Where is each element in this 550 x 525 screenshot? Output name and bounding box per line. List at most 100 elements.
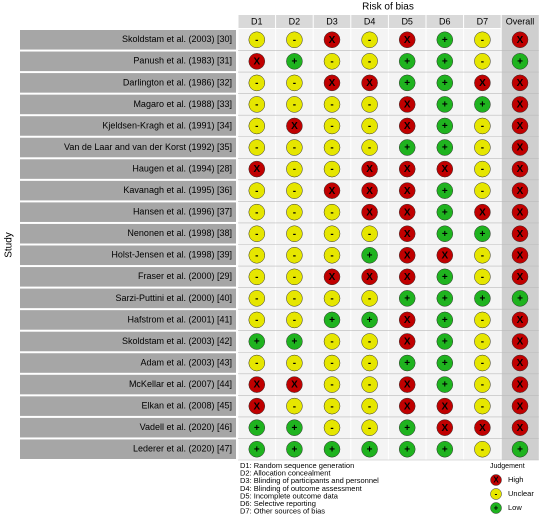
- judgement-circle: [398, 203, 416, 221]
- judgement-symbol: -: [293, 78, 296, 89]
- judgement-symbol: X: [329, 186, 336, 197]
- judgement-symbol: +: [404, 358, 410, 369]
- judgement-symbol: +: [404, 423, 410, 434]
- judgement-symbol: X: [441, 423, 448, 434]
- judgement-circle: [398, 139, 416, 156]
- judgement-circle: [511, 419, 529, 436]
- header-background: [238, 15, 502, 28]
- judgement-circle: [323, 31, 341, 49]
- judgement-symbol: -: [255, 186, 258, 197]
- judgement-circle: [248, 31, 266, 49]
- judgement-symbol: +: [479, 100, 485, 111]
- judgement-symbol: -: [368, 337, 371, 348]
- legend-symbol: X: [493, 476, 499, 485]
- judgement-circle: [436, 333, 454, 350]
- judgement-symbol: +: [442, 315, 448, 326]
- judgement-circle: [398, 354, 416, 372]
- judgement-symbol: X: [517, 272, 524, 283]
- judgement-symbol: +: [442, 56, 448, 67]
- judgement-circle: [286, 225, 303, 242]
- judgement-symbol: X: [329, 35, 336, 46]
- judgement-symbol: +: [442, 358, 448, 369]
- judgement-circle: [436, 397, 454, 415]
- judgement-symbol: +: [517, 56, 523, 67]
- judgement-symbol: +: [254, 444, 260, 455]
- judgement-symbol: -: [481, 35, 484, 46]
- judgement-circle: [474, 96, 491, 113]
- judgement-symbol: +: [367, 315, 373, 326]
- judgement-circle: [286, 117, 303, 135]
- judgement-circle: [436, 268, 454, 286]
- judgement-circle: [323, 247, 341, 264]
- judgement-circle: [474, 354, 491, 372]
- judgement-circle: [511, 160, 529, 178]
- judgement-circle: [474, 139, 491, 156]
- judgement-symbol: -: [481, 56, 484, 67]
- study-label: Fraser et al. (2000) [29]: [138, 271, 232, 281]
- study-label-box: [20, 353, 236, 373]
- judgement-symbol: X: [517, 380, 524, 391]
- judgement-symbol: X: [366, 78, 373, 89]
- column-header: D2: [289, 16, 301, 26]
- judgement-circle: [248, 268, 266, 286]
- judgement-symbol: -: [368, 35, 371, 46]
- judgement-symbol: X: [479, 423, 486, 434]
- judgement-symbol: X: [517, 78, 524, 89]
- judgement-circle: [286, 182, 303, 199]
- judgement-circle: [361, 74, 378, 92]
- judgement-symbol: X: [479, 78, 486, 89]
- judgement-circle: [436, 290, 454, 307]
- judgement-circle: [248, 440, 266, 458]
- judgement-symbol: X: [291, 380, 298, 391]
- judgement-circle: [398, 160, 416, 178]
- judgement-circle: [361, 160, 378, 178]
- judgement-symbol: -: [330, 207, 333, 218]
- judgement-circle: [361, 419, 378, 436]
- judgement-symbol: +: [404, 56, 410, 67]
- judgement-symbol: -: [293, 100, 296, 111]
- judgement-circle: [248, 203, 266, 221]
- domain-note: D1: Random sequence generation: [240, 461, 354, 470]
- judgement-symbol: +: [442, 337, 448, 348]
- judgement-symbol: +: [442, 100, 448, 111]
- judgement-circle: [361, 440, 378, 458]
- judgement-circle: [436, 117, 454, 135]
- judgement-symbol: -: [481, 358, 484, 369]
- judgement-circle: [436, 53, 454, 70]
- judgement-circle: [248, 354, 266, 372]
- study-label-box: [20, 439, 236, 459]
- judgement-symbol: -: [368, 358, 371, 369]
- judgement-circle: [474, 182, 491, 199]
- judgement-symbol: -: [293, 186, 296, 197]
- judgement-circle: [361, 96, 378, 113]
- judgement-circle: [436, 376, 454, 393]
- judgement-symbol: -: [293, 143, 296, 154]
- judgement-symbol: -: [330, 294, 333, 305]
- domain-note: D7: Other sources of bias: [240, 507, 325, 516]
- judgement-symbol: +: [517, 444, 523, 455]
- judgement-symbol: -: [330, 121, 333, 132]
- judgement-symbol: +: [442, 380, 448, 391]
- judgement-circle: [361, 225, 378, 242]
- judgement-symbol: -: [481, 444, 484, 455]
- judgement-symbol: +: [254, 423, 260, 434]
- judgement-circle: [323, 160, 341, 178]
- judgement-symbol: +: [291, 337, 297, 348]
- judgement-symbol: X: [253, 401, 260, 412]
- judgement-symbol: X: [404, 100, 411, 111]
- judgement-circle: [361, 31, 378, 49]
- judgement-symbol: X: [404, 35, 411, 46]
- judgement-circle: [511, 96, 529, 113]
- judgement-circle: [248, 117, 266, 135]
- judgement-symbol: -: [481, 272, 484, 283]
- judgement-symbol: X: [404, 164, 411, 175]
- study-label-box: [20, 396, 236, 416]
- judgement-symbol: X: [404, 272, 411, 283]
- judgement-circle: [248, 397, 266, 415]
- judgement-symbol: -: [330, 56, 333, 67]
- judgement-circle: [286, 96, 303, 113]
- judgement-circle: [398, 290, 416, 307]
- judgement-circle: [436, 182, 454, 199]
- judgement-circle: [398, 376, 416, 393]
- judgement-circle: [323, 139, 341, 156]
